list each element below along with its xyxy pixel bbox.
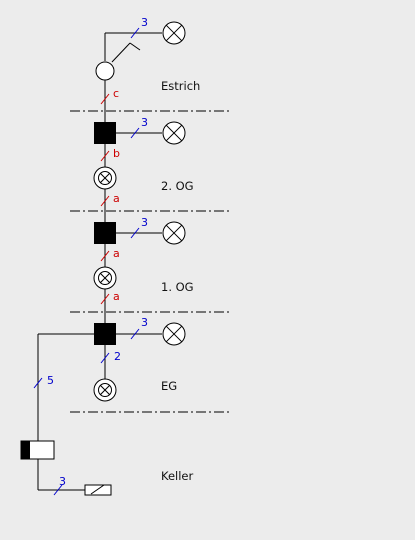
tick-ground-lamp xyxy=(130,328,140,340)
wire-count-first-to-ground: a xyxy=(113,290,120,303)
tick-attic-lamp xyxy=(130,27,140,39)
wire-count-attic-lamp: 3 xyxy=(141,16,148,29)
wire-count-ground-lamp: 3 xyxy=(141,316,148,329)
wire-count-first-lamp: 3 xyxy=(141,216,148,229)
tick-first-lamp xyxy=(130,227,140,239)
tick-attic-riser xyxy=(100,93,110,105)
first-illuminated-pushbutton-icon xyxy=(93,266,117,290)
wire-count-feed: 5 xyxy=(47,374,54,387)
staircase-timer-icon xyxy=(20,440,55,460)
tick-first-riser xyxy=(100,250,110,262)
tick-basement xyxy=(53,484,63,496)
wire-count-second-lamp: 3 xyxy=(141,116,148,129)
tick-second-to-first xyxy=(100,195,110,207)
floor-label-first: 1. OG xyxy=(161,280,194,294)
wire-count-first-riser: a xyxy=(113,247,120,260)
second-lamp-icon xyxy=(162,121,186,145)
ground-lamp-icon xyxy=(162,322,186,346)
first-lamp-icon xyxy=(162,221,186,245)
floor-label-attic: Estrich xyxy=(161,79,200,93)
floor-label-second: 2. OG xyxy=(161,179,194,193)
tick-ground-down xyxy=(100,352,110,364)
attic-switch-lever xyxy=(111,42,131,63)
wire-count-second-riser: b xyxy=(113,147,120,160)
basement-fixture-icon xyxy=(84,484,112,496)
floor-label-ground: EG xyxy=(161,379,177,393)
second-junction-box-icon xyxy=(94,122,116,144)
wire-count-basement: 3 xyxy=(59,475,66,488)
tick-first-to-ground xyxy=(100,293,110,305)
attic-lamp-icon xyxy=(162,21,186,45)
attic-switch-lever-tip xyxy=(129,42,141,51)
tick-second-riser xyxy=(100,150,110,162)
floor-label-basement: Keller xyxy=(161,469,194,483)
ground-illuminated-pushbutton-icon xyxy=(93,378,117,402)
ground-junction-box-icon xyxy=(94,323,116,345)
wire-count-attic-riser: c xyxy=(113,87,119,100)
second-illuminated-pushbutton-icon xyxy=(93,166,117,190)
wire-count-ground-down: 2 xyxy=(114,350,121,363)
first-junction-box-icon xyxy=(94,222,116,244)
wire-count-second-to-first: a xyxy=(113,192,120,205)
tick-feed xyxy=(33,377,43,389)
tick-second-lamp xyxy=(130,127,140,139)
attic-pushbutton-icon xyxy=(95,61,115,81)
